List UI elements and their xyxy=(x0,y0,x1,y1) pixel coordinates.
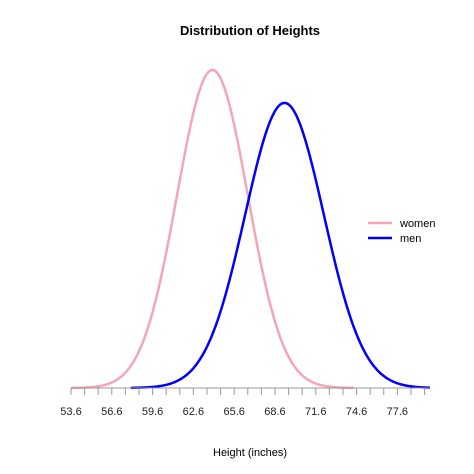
series-line-men xyxy=(130,101,431,390)
legend-label-women: women xyxy=(399,218,435,230)
x-axis: 53.6 56.6 59.6 62.6 65.6 68.6 71.6 74.6 77.6 xyxy=(60,387,430,418)
x-tick-label: 53.6 xyxy=(60,406,81,418)
x-tick-label: 74.6 xyxy=(346,406,367,418)
x-tick-label: 77.6 xyxy=(387,406,408,418)
legend: women men xyxy=(368,218,435,245)
x-tick-label: 56.6 xyxy=(101,406,122,418)
legend-label-men: men xyxy=(400,233,421,245)
x-axis-label: Height (inches) xyxy=(213,447,287,459)
x-tick-label: 65.6 xyxy=(223,406,244,418)
x-tick-label: 62.6 xyxy=(183,406,204,418)
curves-layer xyxy=(70,68,431,390)
chart-title: Distribution of Heights xyxy=(180,23,320,38)
x-tick-label: 71.6 xyxy=(305,406,326,418)
x-tick-label: 68.6 xyxy=(264,406,285,418)
series-line-women xyxy=(70,68,354,390)
x-tick-label: 59.6 xyxy=(142,406,163,418)
